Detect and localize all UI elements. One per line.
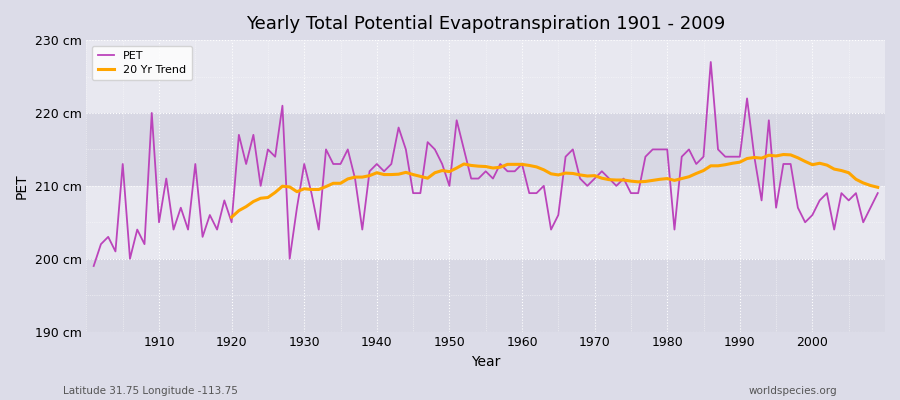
20 Yr Trend [785,152,796,157]
20 Yr Trend [226,215,237,220]
PET [306,191,317,196]
Text: worldspecies.org: worldspecies.org [749,386,837,396]
20 Yr Trend [676,176,687,181]
PET [88,264,99,268]
Text: Latitude 31.75 Longitude -113.75: Latitude 31.75 Longitude -113.75 [63,386,238,396]
PET [147,110,158,115]
Line: 20 Yr Trend: 20 Yr Trend [231,154,878,217]
PET [872,191,883,196]
X-axis label: Year: Year [471,355,500,369]
PET [706,60,716,64]
Bar [86,113,885,186]
Y-axis label: PET: PET [15,173,29,199]
20 Yr Trend [422,176,433,180]
Title: Yearly Total Potential Evapotranspiration 1901 - 2009: Yearly Total Potential Evapotranspiratio… [246,15,725,33]
Bar [86,259,885,332]
PET [349,176,360,181]
20 Yr Trend [763,153,774,158]
20 Yr Trend [850,177,861,182]
PET [604,176,615,181]
Legend: PET, 20 Yr Trend: PET, 20 Yr Trend [92,46,192,80]
20 Yr Trend [778,152,788,157]
20 Yr Trend [872,185,883,190]
Line: PET: PET [94,62,878,266]
Bar [86,186,885,259]
Bar [86,40,885,113]
20 Yr Trend [313,187,324,192]
PET [517,162,527,166]
PET [509,169,520,174]
